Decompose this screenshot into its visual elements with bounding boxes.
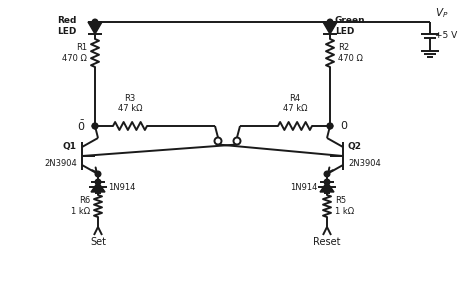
Text: 0: 0 (340, 121, 347, 131)
Text: R5
1 kΩ: R5 1 kΩ (335, 196, 354, 216)
Circle shape (92, 123, 98, 129)
Circle shape (234, 137, 240, 144)
Text: Set: Set (90, 237, 106, 247)
Circle shape (324, 179, 330, 185)
Circle shape (92, 19, 98, 25)
Circle shape (327, 123, 333, 129)
Circle shape (92, 123, 98, 129)
Circle shape (324, 171, 330, 177)
Text: $V_P$: $V_P$ (435, 6, 448, 20)
Text: Q2: Q2 (348, 142, 362, 151)
Text: R4
47 kΩ: R4 47 kΩ (283, 94, 307, 113)
Text: Red
LED: Red LED (58, 16, 77, 36)
Circle shape (327, 123, 333, 129)
Text: 2N3904: 2N3904 (44, 159, 77, 168)
Circle shape (95, 171, 101, 177)
Polygon shape (323, 22, 337, 34)
Text: +5 V: +5 V (435, 32, 457, 40)
Polygon shape (91, 182, 105, 192)
Polygon shape (320, 182, 334, 192)
Circle shape (215, 137, 221, 144)
Text: R2
470 Ω: R2 470 Ω (338, 43, 363, 63)
Text: Green
LED: Green LED (335, 16, 365, 36)
Text: 2N3904: 2N3904 (348, 159, 381, 168)
Text: R1
470 Ω: R1 470 Ω (62, 43, 87, 63)
Text: R3
47 kΩ: R3 47 kΩ (118, 94, 142, 113)
Text: Reset: Reset (313, 237, 341, 247)
Polygon shape (88, 22, 102, 34)
Text: $\bar{0}$: $\bar{0}$ (77, 119, 85, 133)
Circle shape (95, 179, 101, 185)
Text: 1N914: 1N914 (108, 182, 136, 192)
Text: 1N914: 1N914 (290, 182, 317, 192)
Text: R6
1 kΩ: R6 1 kΩ (71, 196, 90, 216)
Text: Q1: Q1 (63, 142, 77, 151)
Circle shape (327, 19, 333, 25)
